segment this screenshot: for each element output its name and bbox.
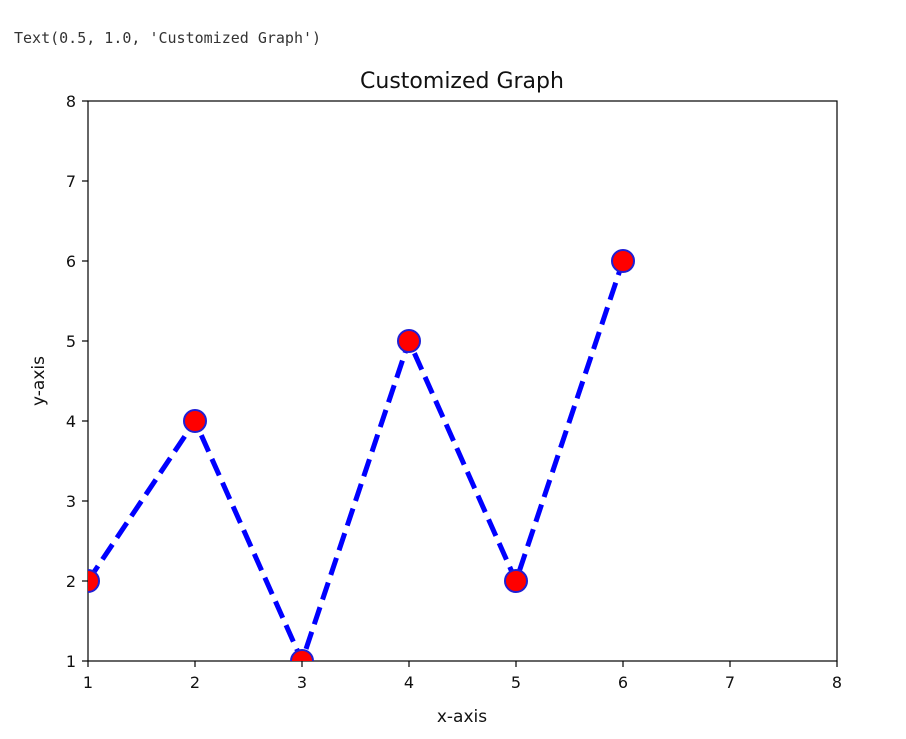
x-tick-label: 3 [297, 673, 307, 692]
data-point-marker [504, 569, 528, 593]
series-markers [88, 249, 635, 661]
x-tick-label: 7 [725, 673, 735, 692]
y-tick-label: 6 [66, 252, 76, 271]
data-point-marker [397, 329, 421, 353]
plot-area-border [87, 100, 838, 662]
y-tick-label: 8 [66, 92, 76, 111]
data-point-marker [290, 649, 314, 661]
x-tick-label: 5 [511, 673, 521, 692]
y-tick-label: 3 [66, 492, 76, 511]
chart-title: Customized Graph [360, 69, 564, 94]
x-axis-label: x-axis [437, 707, 487, 727]
x-tick-label: 1 [83, 673, 93, 692]
data-point-marker [88, 569, 100, 593]
series-polyline [88, 260, 626, 661]
series-line [88, 260, 626, 661]
x-tick-label: 6 [618, 673, 628, 692]
y-tick-label: 4 [66, 412, 76, 431]
axis-ticks: 1 2 3 4 5 6 7 8 1 2 3 4 5 6 7 8 [66, 92, 842, 692]
y-tick-label: 2 [66, 572, 76, 591]
y-tick-label: 5 [66, 332, 76, 351]
axes-frame [87, 100, 838, 662]
x-tick-label: 2 [190, 673, 200, 692]
cell-output-text: Text(0.5, 1.0, 'Customized Graph') [14, 29, 322, 47]
y-tick-label: 1 [66, 652, 76, 671]
data-point-marker [183, 409, 207, 433]
y-tick-label: 7 [66, 172, 76, 191]
y-axis-label: y-axis [29, 356, 49, 406]
data-point-marker [611, 249, 635, 273]
x-tick-label: 8 [832, 673, 842, 692]
x-tick-label: 4 [404, 673, 414, 692]
